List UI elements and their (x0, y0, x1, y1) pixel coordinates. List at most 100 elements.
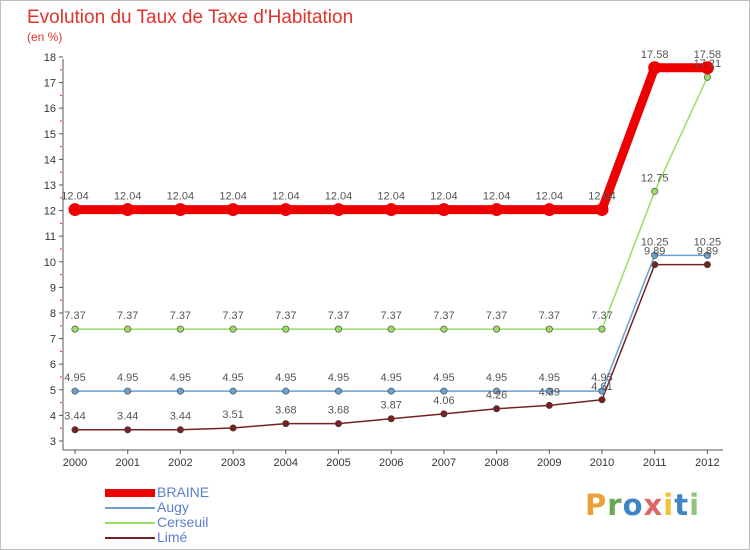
data-point (440, 410, 448, 418)
logo-letter: i (689, 488, 701, 522)
legend-item-augy: Augy (105, 500, 209, 515)
data-label: 7.37 (433, 310, 454, 322)
data-label: 12.04 (219, 191, 247, 203)
data-label: 7.37 (539, 310, 560, 322)
data-label: 10.25 (694, 236, 722, 248)
data-point (229, 325, 237, 333)
legend-label: BRAINE (157, 484, 210, 500)
data-point (545, 387, 553, 395)
data-label: 3.87 (380, 400, 401, 412)
x-tick-label: 2008 (484, 457, 508, 469)
data-label: 12.04 (167, 191, 195, 203)
legend-swatch (105, 521, 155, 524)
data-point (598, 325, 606, 333)
x-tick-label: 2001 (115, 457, 139, 469)
data-point (700, 61, 714, 75)
data-point (437, 203, 451, 217)
data-point (598, 387, 606, 395)
y-tick-label: 11 (45, 231, 56, 243)
data-label: 4.95 (222, 372, 243, 384)
data-label: 3.68 (328, 405, 349, 417)
data-point (229, 387, 237, 395)
y-tick-label: 6 (50, 359, 56, 371)
data-point (648, 61, 662, 75)
data-label: 4.61 (591, 381, 612, 393)
y-tick-label: 3 (50, 436, 56, 448)
data-point (71, 426, 79, 434)
y-tick-label: 18 (44, 52, 56, 64)
data-point (440, 325, 448, 333)
data-point (703, 73, 711, 81)
data-label: 4.95 (433, 372, 454, 384)
data-label: 3.68 (275, 405, 296, 417)
y-tick-label: 4 (50, 410, 56, 422)
data-point (282, 325, 290, 333)
data-point (334, 420, 342, 428)
y-tick-label: 9 (50, 282, 56, 294)
data-label: 7.37 (275, 310, 296, 322)
data-point (493, 405, 501, 413)
data-point (493, 325, 501, 333)
logo-letter: x (643, 488, 664, 522)
data-point (651, 187, 659, 195)
legend-swatch (105, 536, 155, 539)
x-tick-label: 2011 (643, 457, 667, 469)
logo-letter: o (622, 488, 644, 522)
data-label: 12.75 (641, 172, 669, 184)
logo-letter: P (585, 488, 608, 522)
data-label: 4.95 (380, 372, 401, 384)
legend-label: Augy (157, 499, 189, 515)
data-label: 17.58 (694, 49, 722, 61)
data-point (598, 396, 606, 404)
data-label: 4.95 (170, 372, 191, 384)
data-point (229, 424, 237, 432)
x-tick-label: 2000 (63, 457, 87, 469)
data-label: 12.04 (536, 191, 564, 203)
data-point (332, 203, 345, 217)
data-label: 12.04 (483, 191, 511, 203)
data-label: 9.89 (644, 246, 665, 258)
data-point (176, 325, 184, 333)
data-point (387, 387, 395, 395)
data-label: 4.95 (275, 372, 296, 384)
data-point (542, 203, 556, 217)
series-line-braine (70, 63, 712, 215)
data-label: 17.58 (641, 49, 669, 61)
data-point (282, 420, 290, 428)
data-label: 12.04 (114, 191, 142, 203)
data-point (282, 387, 290, 395)
y-tick-label: 14 (44, 154, 56, 166)
data-point (595, 203, 609, 217)
x-tick-label: 2006 (379, 457, 403, 469)
data-point (703, 251, 711, 259)
data-point (68, 203, 82, 217)
data-label: 4.95 (328, 372, 349, 384)
data-label: 7.37 (117, 310, 138, 322)
data-label: 4.95 (64, 372, 85, 384)
data-point (387, 415, 395, 423)
data-label: 3.51 (222, 409, 243, 421)
proxiti-logo: Proxiti (585, 488, 700, 522)
data-point (176, 426, 184, 434)
data-label: 7.37 (591, 310, 612, 322)
data-point (124, 426, 132, 434)
data-label: 9.89 (697, 246, 718, 258)
logo-letter: i (663, 488, 675, 522)
legend-item-cerseuil: Cerseuil (105, 515, 209, 530)
legend-swatch (105, 488, 155, 497)
x-tick-label: 2012 (695, 457, 719, 469)
data-label: 17.21 (694, 58, 722, 70)
data-label: 4.95 (486, 372, 507, 384)
data-label: 12.04 (272, 191, 300, 203)
data-point (124, 387, 132, 395)
data-label: 7.37 (170, 310, 191, 322)
data-label: 12.04 (61, 191, 89, 203)
data-point (124, 325, 132, 333)
data-label: 7.37 (380, 310, 401, 322)
y-tick-label: 5 (50, 385, 56, 397)
y-tick-label: 10 (44, 257, 56, 269)
data-point (173, 203, 187, 217)
x-tick-label: 2007 (432, 457, 456, 469)
